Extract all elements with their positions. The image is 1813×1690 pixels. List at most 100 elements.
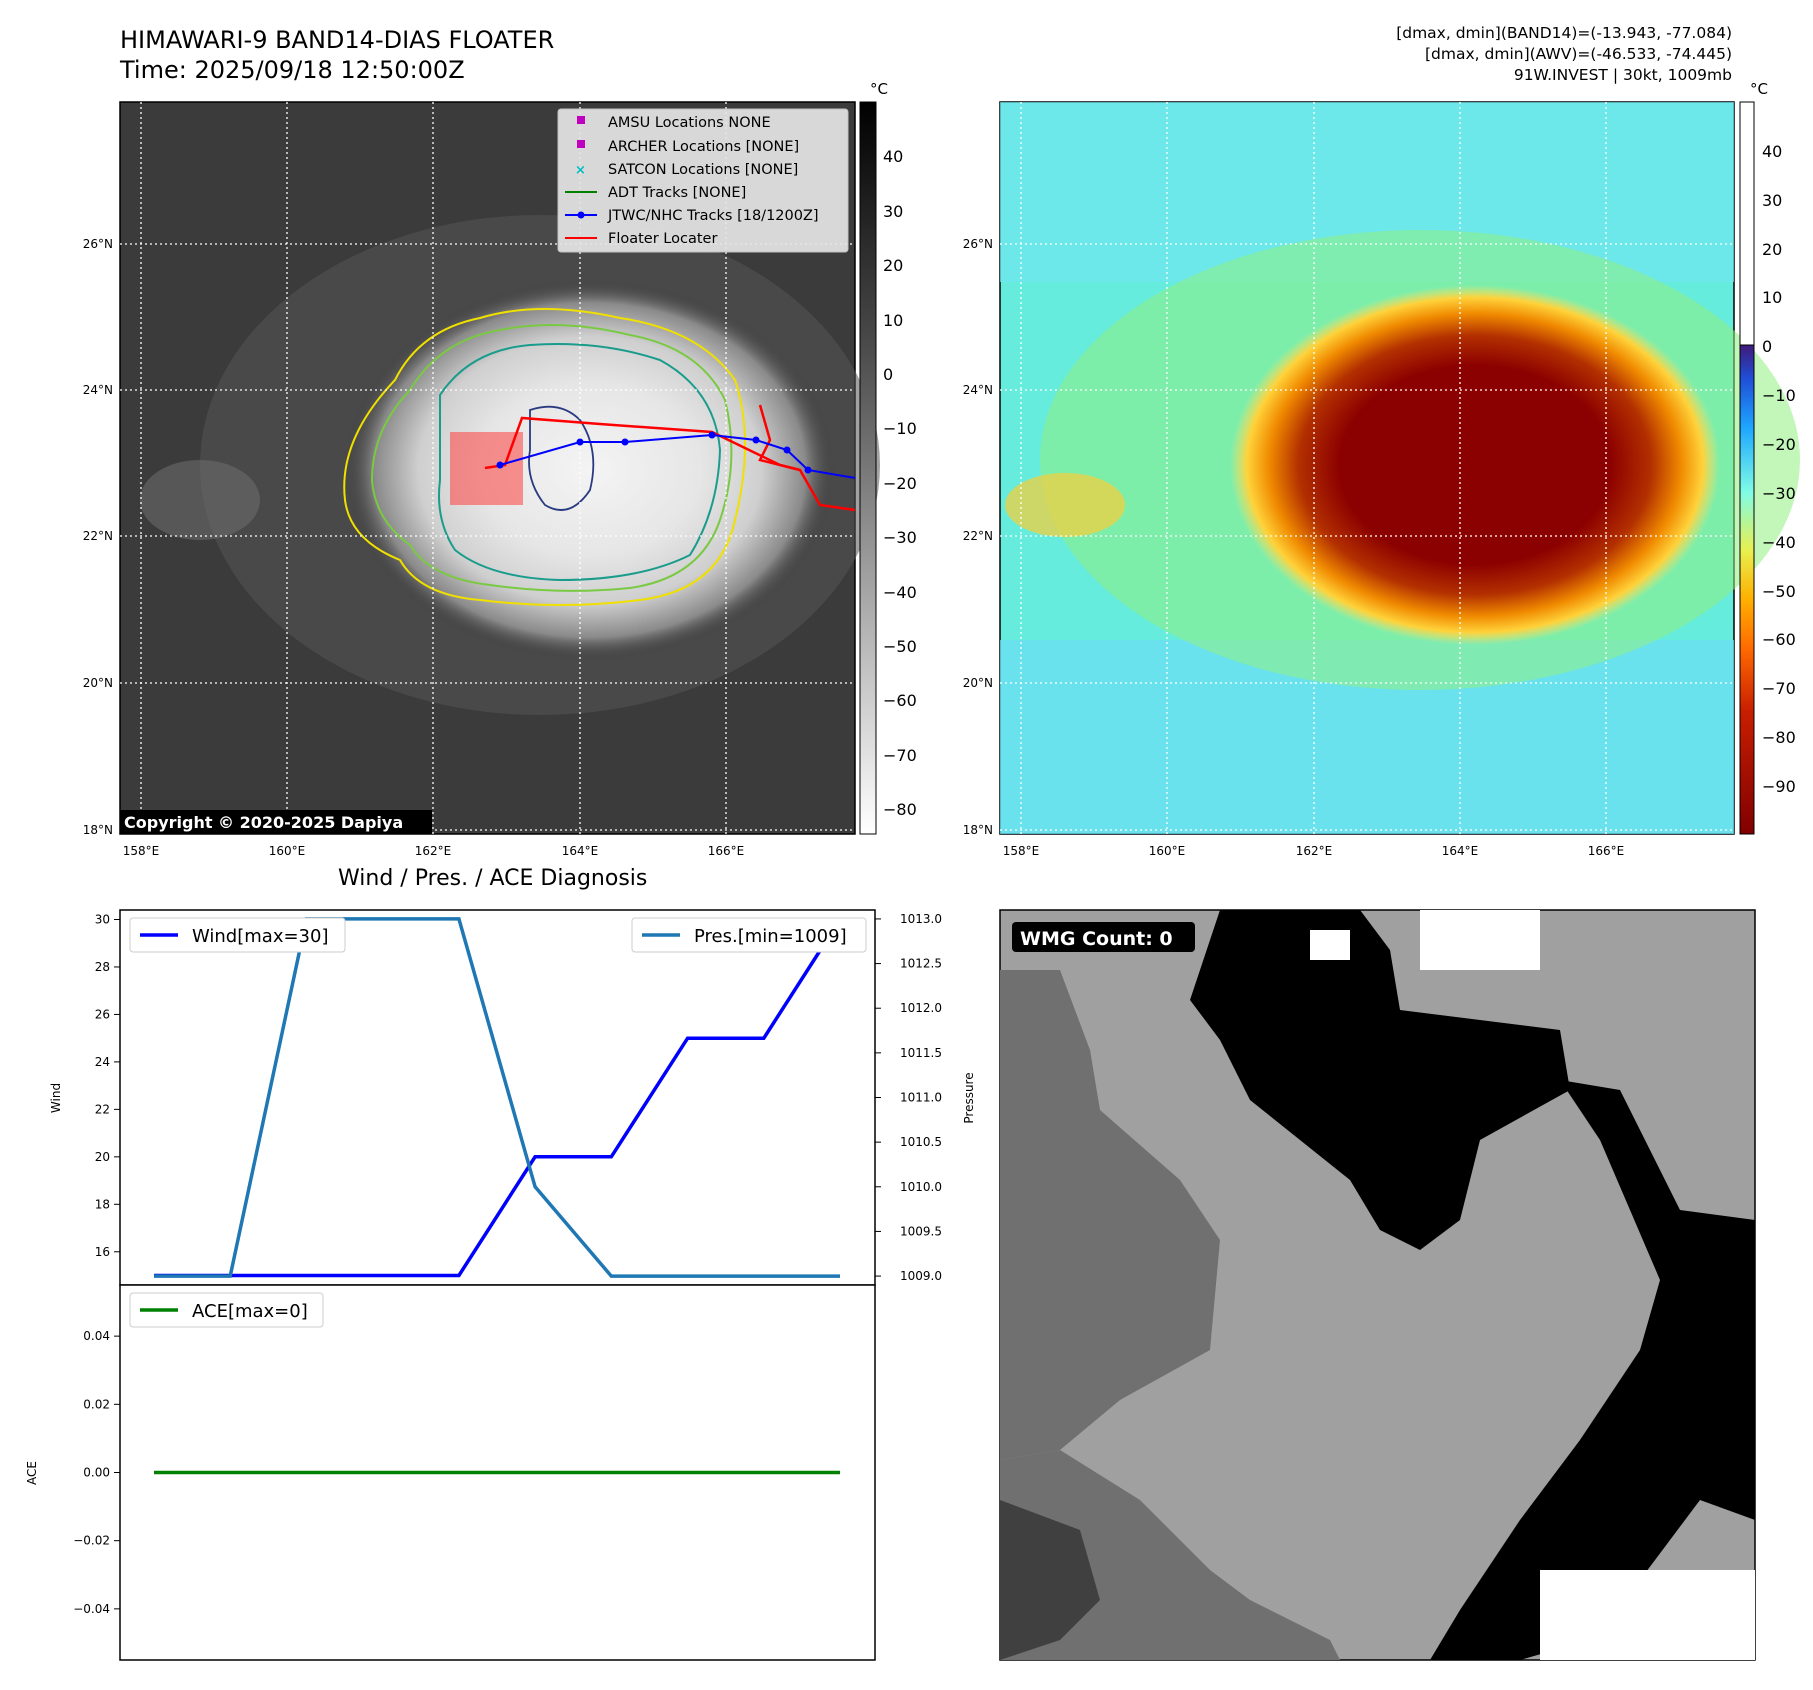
wmg-black-north bbox=[1190, 910, 1570, 1250]
band14-colorbar-ticks: 40 30 20 10 0 −10 −20 −30 −40 −50 −60 −7… bbox=[883, 147, 917, 819]
awv-lat-label: 26°N bbox=[963, 237, 993, 251]
awv-cb-tick: −70 bbox=[1762, 679, 1796, 698]
contour-lightgreen bbox=[370, 324, 733, 592]
wmg-dark-west bbox=[1000, 970, 1220, 1460]
awv-storm bbox=[1230, 285, 1720, 645]
awv-lat-labels: 26°N 24°N 22°N 20°N 18°N bbox=[963, 237, 993, 837]
band14-lat-labels: 26°N 24°N 22°N 20°N 18°N bbox=[83, 237, 113, 837]
awv-lon-labels: 158°E 160°E 162°E 164°E 166°E bbox=[1003, 844, 1625, 858]
wind-tick-label: 22 bbox=[95, 1102, 110, 1116]
pressure-tick-label: 1009.0 bbox=[900, 1269, 942, 1283]
band14-cb-tick: 0 bbox=[883, 365, 893, 384]
awv-cb-tick: −20 bbox=[1762, 435, 1796, 454]
legend-jtwc-label: JTWC/NHC Tracks [18/1200Z] bbox=[607, 208, 819, 224]
legend-floater-label: Floater Locater bbox=[608, 231, 717, 247]
wmg-white-patch-1 bbox=[1420, 910, 1540, 970]
awv-lon-label: 164°E bbox=[1442, 844, 1479, 858]
band14-lat-label: 20°N bbox=[83, 676, 113, 690]
pressure-tick-label: 1012.5 bbox=[900, 957, 942, 971]
awv-gridlines bbox=[1000, 102, 1734, 834]
copyright-box bbox=[120, 810, 432, 834]
pres-legend-label: Pres.[min=1009] bbox=[694, 926, 847, 947]
awv-cb-tick: 10 bbox=[1762, 288, 1782, 307]
legend-archer-label: ARCHER Locations [NONE] bbox=[608, 139, 799, 155]
awv-lat-label: 24°N bbox=[963, 383, 993, 397]
wind-tick-label: 16 bbox=[95, 1245, 110, 1259]
wind-tick-label: 18 bbox=[95, 1197, 110, 1211]
band14-cb-tick: 40 bbox=[883, 147, 903, 166]
pressure-tick-label: 1013.0 bbox=[900, 912, 942, 926]
ace-tick-label: −0.04 bbox=[73, 1602, 110, 1616]
jtwc-track-points bbox=[496, 431, 812, 474]
band14-cb-tick: −70 bbox=[883, 746, 917, 765]
pressure-axis-label: Pressure bbox=[962, 1072, 976, 1123]
wind-tick-label: 24 bbox=[95, 1055, 110, 1069]
awv-colorbar bbox=[1739, 344, 1755, 835]
legend-archer-marker bbox=[577, 140, 585, 148]
band14-cb-tick: −60 bbox=[883, 691, 917, 710]
chart-time: Time: 2025/09/18 12:50:00Z bbox=[120, 56, 465, 84]
band14-cb-tick: −30 bbox=[883, 528, 917, 547]
pressure-tick-label: 1009.5 bbox=[900, 1224, 942, 1238]
ace-legend-label: ACE[max=0] bbox=[192, 1301, 308, 1322]
awv-lat-label: 18°N bbox=[963, 823, 993, 837]
band14-cb-tick: −40 bbox=[883, 583, 917, 602]
dmax-band14-info: [dmax, dmin](BAND14)=(-13.943, -77.084) bbox=[1396, 24, 1732, 42]
pressure-tick-label: 1010.0 bbox=[900, 1180, 942, 1194]
wmg-white-patch-3 bbox=[1540, 1570, 1755, 1660]
wind-tick-label: 26 bbox=[95, 1007, 110, 1021]
chart-title: HIMAWARI-9 BAND14-DIAS FLOATER bbox=[120, 26, 555, 54]
wind-legend-label: Wind[max=30] bbox=[192, 926, 329, 947]
awv-cb-tick: 40 bbox=[1762, 142, 1782, 161]
legend-satcon-label: SATCON Locations [NONE] bbox=[608, 162, 798, 178]
band14-cb-tick: −10 bbox=[883, 419, 917, 438]
awv-colorbar-ticks: 40 30 20 10 0 −10 −20 −30 −40 −50 −60 −7… bbox=[1762, 142, 1796, 796]
awv-lat-label: 20°N bbox=[963, 676, 993, 690]
awv-cb-tick: −60 bbox=[1762, 630, 1796, 649]
ace-tick-label: −0.02 bbox=[73, 1534, 110, 1548]
ace-legend bbox=[129, 1292, 324, 1328]
pressure-tick-label: 1012.0 bbox=[900, 1001, 942, 1015]
band14-lon-label: 162°E bbox=[415, 844, 452, 858]
band14-lon-labels: 158°E 160°E 162°E 164°E 166°E bbox=[123, 844, 745, 858]
wmg-panel: WMG Count: 0 bbox=[999, 909, 1756, 1661]
floater-track-west bbox=[758, 404, 801, 472]
band14-cb-tick: 20 bbox=[883, 256, 903, 275]
wmg-white-patch-2 bbox=[1310, 930, 1350, 960]
pressure-tick-label: 1011.0 bbox=[900, 1091, 942, 1105]
legend-amsu-marker bbox=[577, 116, 585, 124]
awv-lon-label: 162°E bbox=[1296, 844, 1333, 858]
awv-lat-label: 22°N bbox=[963, 529, 993, 543]
band14-lon-label: 158°E bbox=[123, 844, 160, 858]
map-legend bbox=[557, 108, 849, 253]
wind-legend bbox=[129, 917, 346, 953]
band14-cb-tick: 10 bbox=[883, 311, 903, 330]
pressure-tick-label: 1011.5 bbox=[900, 1046, 942, 1060]
awv-band-west bbox=[1005, 473, 1125, 537]
ace-tick-label: 0.00 bbox=[83, 1466, 110, 1480]
legend-satcon-marker: × bbox=[575, 163, 586, 178]
band14-cb-tick: −50 bbox=[883, 637, 917, 656]
band14-colorbar bbox=[859, 101, 877, 835]
pressure-series-line bbox=[154, 917, 840, 1278]
legend-adt-label: ADT Tracks [NONE] bbox=[608, 185, 746, 201]
dmax-awv-info: [dmax, dmin](AWV)=(-46.533, -74.445) bbox=[1425, 45, 1732, 63]
band14-lat-label: 26°N bbox=[83, 237, 113, 251]
wind-tick-label: 30 bbox=[95, 912, 110, 926]
wind-tick-label: 20 bbox=[95, 1150, 110, 1164]
contour-yellow bbox=[343, 308, 746, 606]
awv-cb-tick: −90 bbox=[1762, 777, 1796, 796]
ace-tick-label: 0.04 bbox=[83, 1329, 110, 1343]
band14-cb-tick: −80 bbox=[883, 800, 917, 819]
pres-legend bbox=[631, 917, 867, 953]
wind-pressure-panel bbox=[119, 909, 876, 1286]
diag-title: Wind / Pres. / ACE Diagnosis bbox=[338, 866, 648, 891]
awv-cb-tick: −10 bbox=[1762, 386, 1796, 405]
storm-info: 91W.INVEST | 30kt, 1009mb bbox=[1513, 66, 1732, 84]
wmg-label-box bbox=[1012, 922, 1195, 952]
diagnosis-chart: Wind Pressure ACE 16 18 20 22 24 26 28 30 1009.0… bbox=[25, 909, 976, 1661]
band14-lon-label: 164°E bbox=[562, 844, 599, 858]
contour-teal bbox=[438, 343, 722, 582]
band14-lat-label: 22°N bbox=[83, 529, 113, 543]
awv-cb-tick: 0 bbox=[1762, 337, 1772, 356]
